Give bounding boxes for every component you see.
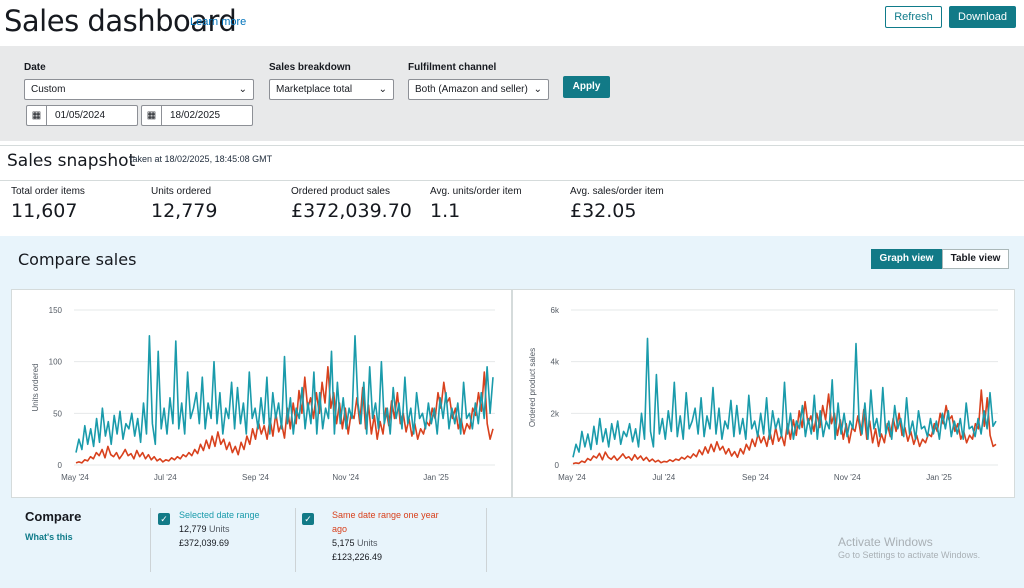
y-tick-label: 50 [53,409,62,418]
previous-range-name-line2: ago [332,524,348,534]
metric-value: £32.05 [570,200,637,222]
chevron-down-icon: ⌄ [238,84,247,95]
date-label: Date [24,62,46,73]
graph-view-toggle[interactable]: Graph view [871,249,942,269]
channel-select[interactable]: Both (Amazon and seller) ⌄ [408,79,549,100]
channel-label: Fulfilment channel [408,62,497,73]
units-label: Units [357,538,378,548]
metric-label: Total order items [11,186,85,197]
refresh-button[interactable]: Refresh [885,6,942,28]
units-label: Units [209,524,230,534]
compare-sales-panel: Compare sales Graph view Table view 0 50 1… [0,236,1024,588]
apply-button[interactable]: Apply [563,76,610,98]
x-tick-label: Sep '24 [742,473,769,482]
y-tick-label: 150 [49,306,63,315]
divider [295,508,296,572]
table-view-toggle[interactable]: Table view [942,249,1009,269]
x-tick-label: Sep '24 [242,473,269,482]
metric-value: 1.1 [430,200,461,222]
selected-range-name: Selected date range [179,510,260,520]
x-tick-label: Jul '24 [652,473,675,482]
windows-watermark-text: Go to Settings to activate Windows. [838,550,981,560]
date-from-value: 01/05/2024 [55,110,106,121]
date-to-field[interactable]: ▦ 18/02/2025 [141,105,253,126]
learn-more-link[interactable]: Learn more [190,16,247,28]
channel-value: Both (Amazon and seller) [415,84,528,95]
breakdown-value: Marketplace total [276,84,353,95]
metric-value: 12,779 [151,200,218,222]
x-tick-label: May '24 [558,473,586,482]
ordered-sales-chart: 0 2k 4k 6k May '24 Jul '24 Sep '24 Nov '24 Jan '… [512,289,1015,498]
breakdown-label: Sales breakdown [269,62,351,73]
page-header: Sales dashboard Learn more Refresh Downl… [0,0,1024,46]
y-axis-label: Ordered product sales [528,348,537,427]
selected-range-units: 12,779 Units [179,524,230,534]
divider [486,508,487,572]
metric-units-ordered: Units ordered 12,779 [151,186,217,222]
metric-ordered-product-sales: Ordered product sales £372,039.70 [291,186,412,222]
previous-range-series-line [572,389,997,465]
units-value: 5,175 [332,538,355,548]
compare-label: Compare [25,509,82,524]
x-tick-label: May '24 [61,473,89,482]
metric-label: Avg. sales/order item [570,186,664,197]
metric-avg-units: Avg. units/order item 1.1 [430,186,522,222]
metric-avg-sales: Avg. sales/order item £32.05 [570,186,664,222]
snapshot-timestamp: taken at 18/02/2025, 18:45:08 GMT [130,154,273,164]
metric-value: £372,039.70 [291,200,412,222]
metric-label: Units ordered [151,186,212,197]
x-tick-label: Jan '25 [423,473,449,482]
compare-sales-title: Compare sales [18,250,137,269]
filter-bar: Date Custom ⌄ ▦ 01/05/2024 ▦ 18/02/2025 … [0,46,1024,141]
x-tick-label: Nov '24 [834,473,861,482]
snapshot-title: Sales snapshot [7,151,136,171]
previous-range-checkbox[interactable]: ✓ [302,513,314,525]
selected-range-series-line [75,334,494,453]
download-button[interactable]: Download [949,6,1016,28]
breakdown-select[interactable]: Marketplace total ⌄ [269,79,394,100]
y-tick-label: 0 [58,461,63,470]
windows-watermark-title: Activate Windows [838,535,933,549]
compare-legend: Compare What's this ✓ Selected date rang… [0,500,1024,588]
y-tick-label: 4k [551,358,560,367]
metric-label: Avg. units/order item [430,186,522,197]
date-from-field[interactable]: ▦ 01/05/2024 [26,105,138,126]
previous-range-units: 5,175 Units [332,538,378,548]
date-to-value: 18/02/2025 [170,110,221,121]
ordered-sales-chart-svg: 0 2k 4k 6k May '24 Jul '24 Sep '24 Nov '24 Jan '… [528,306,998,482]
metric-label: Ordered product sales [291,186,390,197]
selected-range-series-line [572,337,997,458]
y-tick-label: 100 [49,358,63,367]
selected-range-checkbox[interactable]: ✓ [158,513,170,525]
y-axis-label: Units ordered [31,363,40,411]
units-ordered-chart-svg: 0 50 100 150 May '24 Jul '24 Sep '24 Nov '24 Jan… [31,306,495,482]
metric-value: 11,607 [11,200,78,222]
selected-range-sales: £372,039.69 [179,538,230,548]
divider [150,508,151,572]
snapshot-header: Sales snapshot taken at 18/02/2025, 18:4… [0,145,1024,181]
chevron-down-icon: ⌄ [533,84,542,95]
previous-range-sales: £123,226.49 [332,552,383,562]
previous-range-series-line [75,366,494,464]
whats-this-link[interactable]: What's this [25,532,73,542]
y-tick-label: 0 [555,461,560,470]
metric-total-order-items: Total order items 11,607 [11,186,85,222]
previous-range-name: Same date range one year [332,510,439,520]
calendar-icon: ▦ [27,106,47,125]
date-range-value: Custom [31,84,66,95]
date-range-select[interactable]: Custom ⌄ [24,79,254,100]
x-tick-label: Nov '24 [332,473,359,482]
y-tick-label: 6k [551,306,560,315]
chevron-down-icon: ⌄ [378,84,387,95]
calendar-icon: ▦ [142,106,162,125]
page-title: Sales dashboard [4,4,237,38]
x-tick-label: Jul '24 [154,473,177,482]
units-value: 12,779 [179,524,207,534]
y-tick-label: 2k [551,409,560,418]
units-ordered-chart: 0 50 100 150 May '24 Jul '24 Sep '24 Nov '24 Jan… [11,289,512,498]
x-tick-label: Jan '25 [926,473,952,482]
